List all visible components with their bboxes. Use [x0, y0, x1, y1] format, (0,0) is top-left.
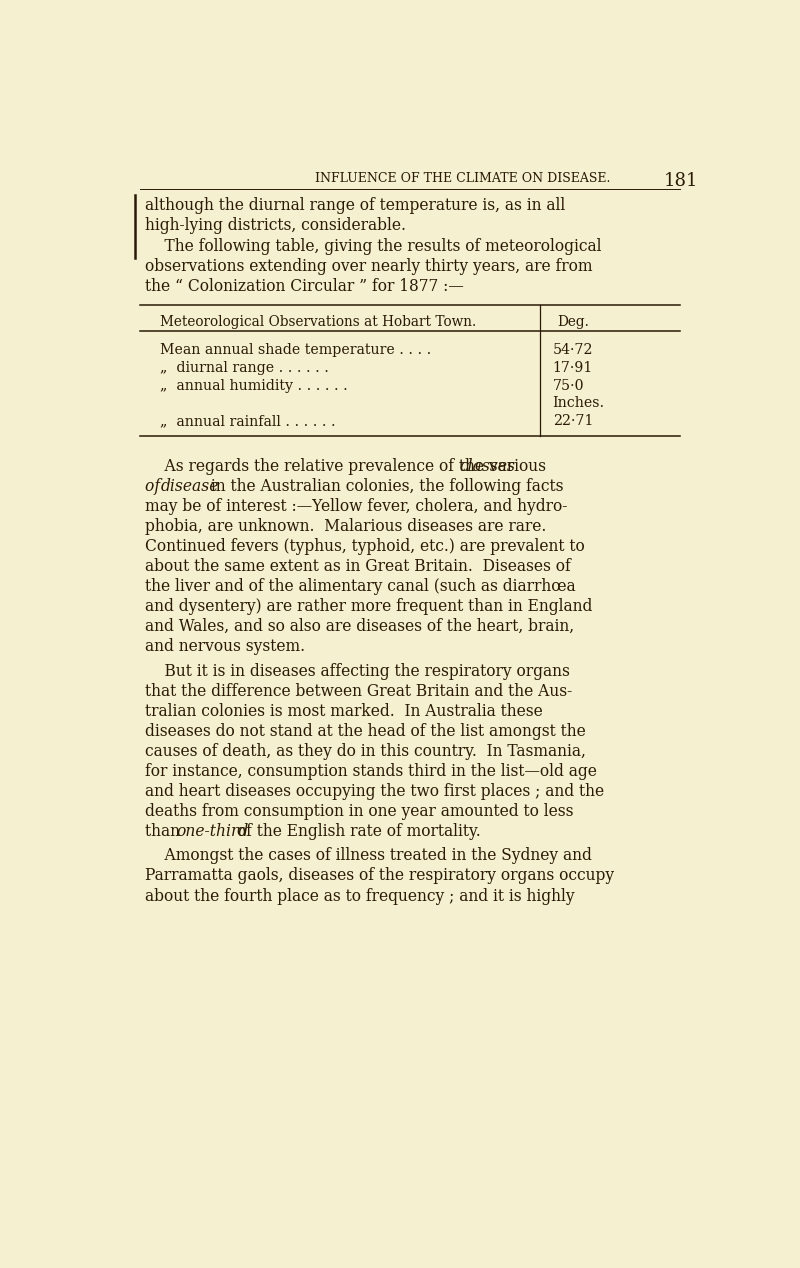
Text: of the English rate of mortality.: of the English rate of mortality. [232, 823, 481, 839]
Text: that the difference between Great Britain and the Aus-: that the difference between Great Britai… [145, 682, 572, 700]
Text: and nervous system.: and nervous system. [145, 638, 305, 656]
Text: „  annual humidity . . . . . .: „ annual humidity . . . . . . [161, 379, 348, 393]
Text: the liver and of the alimentary canal (such as diarrhœa: the liver and of the alimentary canal (s… [145, 578, 575, 595]
Text: deaths from consumption in one year amounted to less: deaths from consumption in one year amou… [145, 803, 574, 820]
Text: causes of death, as they do in this country.  In Tasmania,: causes of death, as they do in this coun… [145, 743, 586, 760]
Text: high-lying districts, considerable.: high-lying districts, considerable. [145, 217, 406, 233]
Text: than: than [145, 823, 185, 839]
Text: and dysentery) are rather more frequent than in England: and dysentery) are rather more frequent … [145, 598, 592, 615]
Text: although the diurnal range of temperature is, as in all: although the diurnal range of temperatur… [145, 197, 565, 214]
Text: phobia, are unknown.  Malarious diseases are rare.: phobia, are unknown. Malarious diseases … [145, 517, 546, 535]
Text: observations extending over nearly thirty years, are from: observations extending over nearly thirt… [145, 259, 593, 275]
Text: 181: 181 [664, 172, 698, 190]
Text: Parramatta gaols, diseases of the respiratory organs occupy: Parramatta gaols, diseases of the respir… [145, 867, 614, 885]
Text: 54·72: 54·72 [553, 344, 593, 358]
Text: 75·0: 75·0 [553, 379, 584, 393]
Text: and Wales, and so also are diseases of the heart, brain,: and Wales, and so also are diseases of t… [145, 618, 574, 635]
Text: As regards the relative prevalence of the various: As regards the relative prevalence of th… [145, 458, 551, 474]
Text: of: of [145, 478, 165, 495]
Text: one-third: one-third [176, 823, 248, 839]
Text: INFLUENCE OF THE CLIMATE ON DISEASE.: INFLUENCE OF THE CLIMATE ON DISEASE. [315, 172, 611, 185]
Text: But it is in diseases affecting the respiratory organs: But it is in diseases affecting the resp… [145, 663, 570, 680]
Text: „  annual rainfall . . . . . .: „ annual rainfall . . . . . . [161, 413, 336, 429]
Text: 17·91: 17·91 [553, 361, 593, 375]
Text: disease: disease [161, 478, 219, 495]
Text: the “ Colonization Circular ” for 1877 :—: the “ Colonization Circular ” for 1877 :… [145, 279, 464, 295]
Text: about the same extent as in Great Britain.  Diseases of: about the same extent as in Great Britai… [145, 558, 570, 574]
Text: The following table, giving the results of meteorological: The following table, giving the results … [145, 238, 602, 255]
Text: Continued fevers (typhus, typhoid, etc.) are prevalent to: Continued fevers (typhus, typhoid, etc.)… [145, 538, 585, 555]
Text: Mean annual shade temperature . . . .: Mean annual shade temperature . . . . [161, 344, 432, 358]
Text: Meteorological Observations at Hobart Town.: Meteorological Observations at Hobart To… [161, 316, 477, 330]
Text: about the fourth place as to frequency ; and it is highly: about the fourth place as to frequency ;… [145, 888, 574, 904]
Text: may be of interest :—Yellow fever, cholera, and hydro-: may be of interest :—Yellow fever, chole… [145, 498, 567, 515]
Text: diseases do not stand at the head of the list amongst the: diseases do not stand at the head of the… [145, 723, 586, 739]
Text: tralian colonies is most marked.  In Australia these: tralian colonies is most marked. In Aust… [145, 702, 542, 720]
Text: for instance, consumption stands third in the list—old age: for instance, consumption stands third i… [145, 763, 597, 780]
Text: in the Australian colonies, the following facts: in the Australian colonies, the followin… [206, 478, 563, 495]
Text: Amongst the cases of illness treated in the Sydney and: Amongst the cases of illness treated in … [145, 847, 592, 865]
Text: and heart diseases occupying the two first places ; and the: and heart diseases occupying the two fir… [145, 782, 604, 800]
Text: classes: classes [459, 458, 515, 474]
Text: 22·71: 22·71 [553, 413, 593, 429]
Text: „  diurnal range . . . . . .: „ diurnal range . . . . . . [161, 361, 330, 375]
Text: Inches.: Inches. [553, 397, 605, 411]
Text: Deg.: Deg. [558, 316, 589, 330]
